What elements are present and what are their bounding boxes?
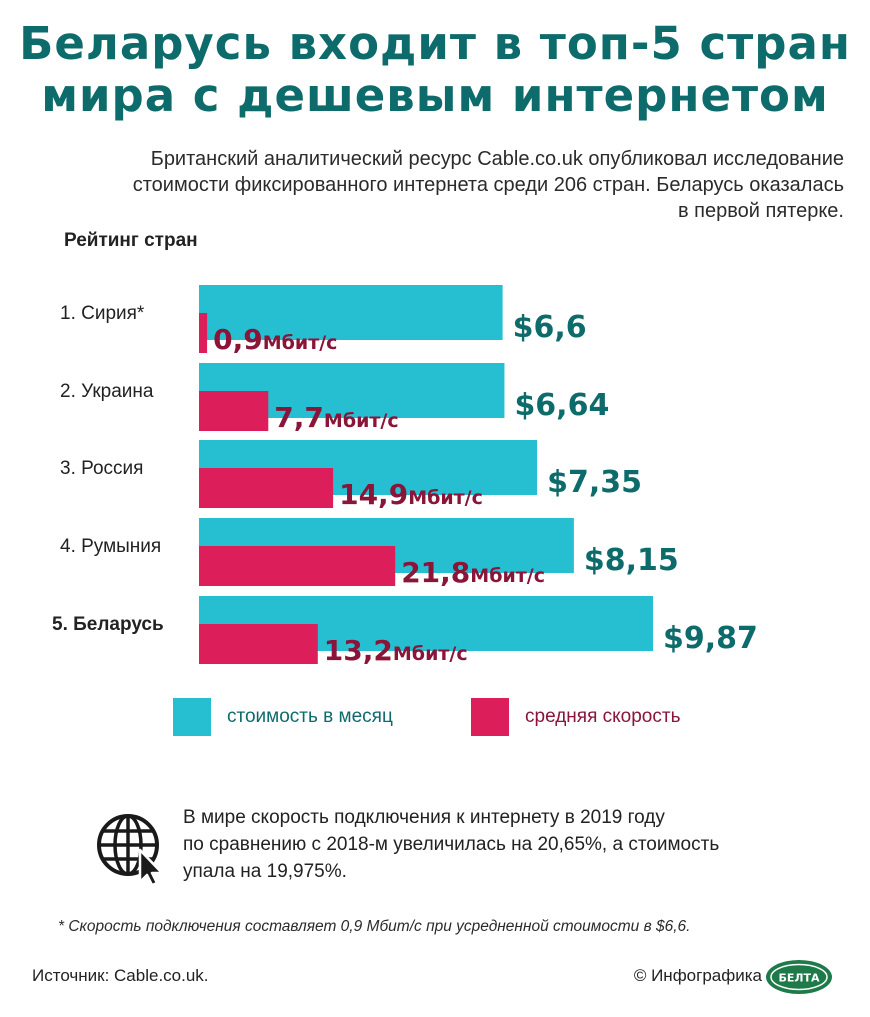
credit: © Инфографика [633, 966, 762, 985]
legend-item-cost: стоимость в месяц [173, 697, 393, 737]
speed-value: 14,9 [339, 478, 408, 511]
speed-bar [199, 468, 334, 508]
cost-value-label: $9,87 [663, 621, 758, 656]
speed-unit: Мбит/с [470, 565, 545, 587]
speed-value: 21,8 [401, 556, 470, 589]
belta-logo: БЕЛТА [766, 960, 832, 994]
speed-bar [199, 546, 396, 586]
subtitle: Британский аналитический ресурс Cable.co… [24, 146, 844, 224]
cost-value-label: $7,35 [547, 465, 642, 500]
infographic-title: Беларусь входит в топ-5 стран мира с деш… [0, 18, 870, 122]
speed-value: 0,9 [213, 323, 263, 356]
cost-value-label: $6,64 [514, 388, 609, 423]
speed-bar [199, 624, 318, 664]
legend-label-cost: стоимость в месяц [227, 706, 393, 727]
note-line-3: упала на 19,975%. [183, 861, 347, 882]
speed-value-label: 14,9Мбит/с [339, 478, 483, 511]
cost-bar [199, 285, 503, 340]
title-line-1: Беларусь входит в топ-5 стран [19, 17, 851, 70]
note-line-2: по сравнению с 2018-м увеличилась на 20,… [183, 834, 720, 855]
speed-value: 13,2 [324, 634, 393, 667]
subtitle-line-2: стоимости фиксированного интернета среди… [132, 174, 844, 196]
note-line-1: В мире скорость подключения к интернету … [183, 807, 665, 828]
speed-unit: Мбит/с [393, 643, 468, 665]
cost-value-label: $6,6 [513, 310, 587, 345]
footnote: * Скорость подключения составляет 0,9 Мб… [58, 918, 691, 935]
legend-item-speed: средняя скорость [471, 697, 680, 737]
title-line-2: мира с дешевым интернетом [41, 69, 829, 122]
cost-value-label: $8,15 [584, 543, 679, 578]
speed-unit: Мбит/с [263, 332, 338, 354]
speed-value: 7,7 [274, 401, 324, 434]
bar-chart: 1. Сирия* $6,60,9Мбит/с2. Украина $6,647,7… [52, 285, 758, 667]
speed-bar [199, 391, 269, 431]
category-label: 5. Беларусь [52, 614, 164, 635]
category-label: 1. Сирия* [60, 303, 145, 324]
subtitle-line-1: Британский аналитический ресурс Cable.co… [150, 148, 844, 170]
speed-unit: Мбит/с [408, 487, 483, 509]
speed-value-label: 21,8Мбит/с [401, 556, 545, 589]
logo-text: БЕЛТА [778, 972, 820, 985]
speed-bar [199, 313, 208, 353]
legend-swatch-cost [173, 698, 211, 736]
rating-label: Рейтинг стран [64, 230, 198, 251]
category-label: 2. Украина [60, 381, 154, 402]
category-label: 4. Румыния [60, 536, 161, 557]
legend-swatch-speed [471, 698, 509, 736]
speed-value-label: 7,7Мбит/с [274, 401, 398, 434]
subtitle-line-3: в первой пятерке. [677, 200, 844, 222]
globe-cursor-icon [97, 814, 164, 886]
legend-label-speed: средняя скорость [525, 706, 681, 727]
source: Источник: Cable.co.uk. [32, 966, 209, 985]
speed-unit: Мбит/с [324, 410, 399, 432]
speed-value-label: 0,9Мбит/с [213, 323, 337, 356]
category-label: 3. Россия [60, 458, 143, 479]
speed-value-label: 13,2Мбит/с [324, 634, 468, 667]
info-note: В мире скорость подключения к интернету … [183, 804, 823, 885]
